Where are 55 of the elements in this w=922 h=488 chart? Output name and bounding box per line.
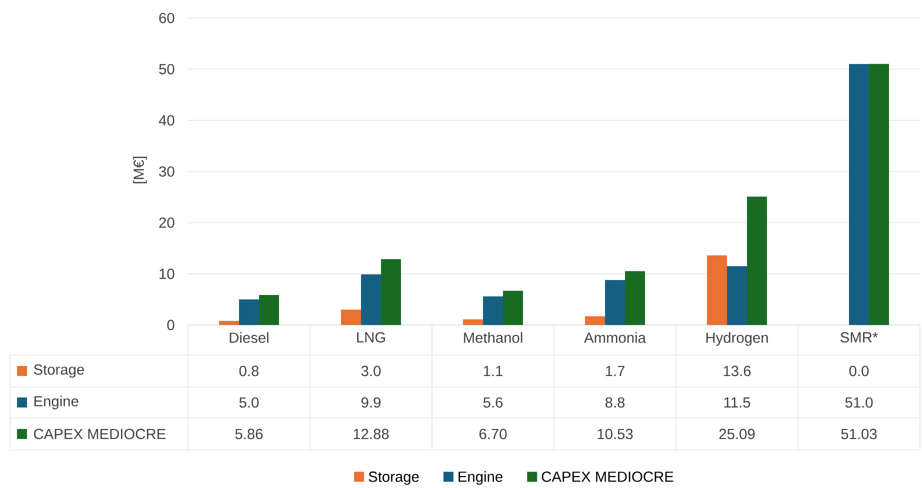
- data-label: 1.1: [484, 366, 502, 376]
- bar: [605, 280, 625, 325]
- y-tick-label: 0: [167, 320, 174, 330]
- x-tick-label: SMR*: [840, 332, 878, 343]
- bar: [707, 255, 727, 325]
- x-tick-label: Diesel: [230, 332, 268, 343]
- data-label: 5.0: [239, 397, 259, 408]
- bar: [259, 295, 280, 325]
- data-label: 11.5: [724, 397, 750, 408]
- bar: [868, 64, 889, 325]
- x-tick-label: LNG: [357, 332, 385, 343]
- bar: [239, 299, 260, 325]
- data-label: 25.09: [719, 428, 755, 440]
- bar: [219, 320, 240, 325]
- data-label: 51.0: [845, 397, 873, 408]
- bar: [483, 296, 503, 325]
- data-label: 51.03: [841, 428, 877, 440]
- legend-label: Storage: [34, 364, 84, 378]
- text: CAPEX MEDIOCRE: [542, 472, 674, 482]
- y-tick-label: 60: [159, 12, 174, 24]
- bar: [361, 274, 381, 325]
- bar: [341, 310, 362, 325]
- data-label: 3.0: [361, 366, 381, 376]
- legend-label: Engine: [458, 471, 502, 485]
- x-tick-label: Hydrogen: [706, 332, 768, 346]
- bar: [727, 266, 747, 325]
- y-tick-label: 10: [160, 268, 174, 280]
- bar: [463, 319, 483, 325]
- data-label: 1.7: [606, 366, 624, 376]
- data-label: 8.8: [605, 397, 625, 408]
- bar: [625, 271, 645, 325]
- x-tick-label: Ammonia: [584, 332, 646, 343]
- y-tick-label: 40: [158, 115, 174, 126]
- data-label: 12.88: [354, 428, 389, 440]
- bar: [381, 259, 402, 325]
- data-label: 5.6: [483, 397, 503, 408]
- text: Engine: [34, 396, 78, 410]
- x-tick-label: Methanol: [464, 332, 522, 343]
- data-label: 0.8: [239, 366, 259, 376]
- data-label: 9.9: [362, 397, 381, 408]
- legend-label: CAPEX MEDIOCRE: [34, 428, 166, 440]
- data-label: 13.6: [724, 366, 751, 376]
- y-tick-label: 50: [159, 64, 174, 74]
- y-axis-title: [M€]: [133, 156, 147, 184]
- bar: [848, 64, 869, 325]
- data-label: 6.70: [479, 428, 507, 440]
- data-label: 5.86: [235, 428, 263, 440]
- text: Storage: [368, 472, 419, 485]
- data-label: 10.53: [598, 428, 633, 440]
- bar: [585, 316, 605, 325]
- y-tick-label: 20: [159, 217, 174, 228]
- bar: [503, 290, 523, 325]
- bar: [746, 196, 767, 325]
- y-tick-label: 30: [159, 166, 174, 177]
- data-label: 0.0: [849, 366, 869, 376]
